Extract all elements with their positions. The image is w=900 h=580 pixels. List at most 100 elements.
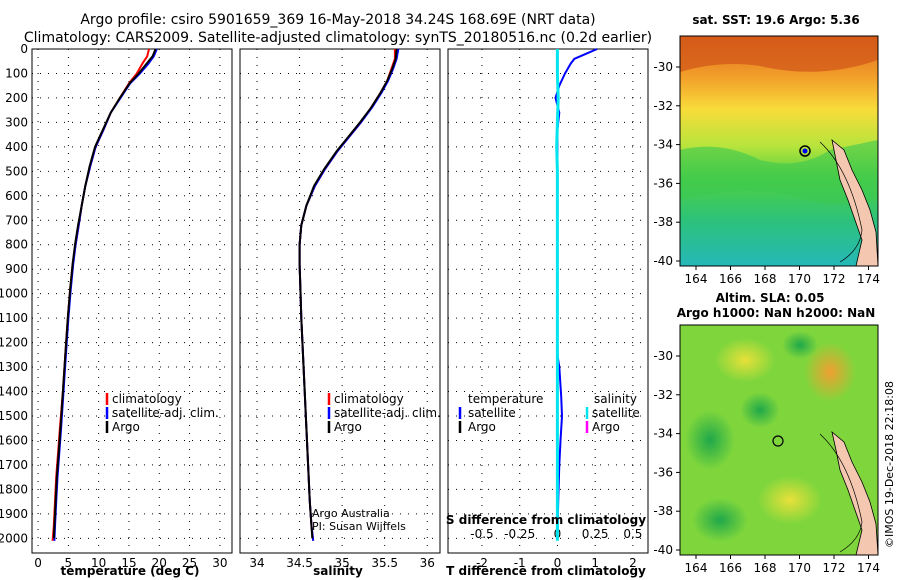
sla-isobath: [819, 433, 863, 553]
x-tick-label: 10: [91, 556, 106, 570]
lat-tick-label: -32: [653, 99, 673, 113]
lon-tick-label: 168: [754, 561, 777, 575]
x-tick-label: -1: [514, 556, 526, 570]
tick-layer: 0 5 10 15 20 25 300100200300400500600700800900…: [0, 42, 642, 570]
salinity-xlabel: salinity: [313, 564, 363, 578]
sla-low-1: [685, 410, 735, 470]
y-tick-label: 400: [5, 140, 28, 154]
x-tick-label: 20: [152, 556, 167, 570]
sla-map: [679, 324, 879, 556]
lat-tick-label: -40: [653, 254, 673, 268]
credit-line-2: PI: Susan Wijffels: [312, 520, 406, 533]
salinity-legend: climatology satellite-adj. clim. Argo: [327, 392, 441, 434]
lon-tick-label: 164: [685, 561, 708, 575]
x-tick-label: 34.5: [286, 556, 313, 570]
lon-tick-label: 172: [823, 272, 846, 286]
y-tick-label: 1300: [0, 360, 28, 374]
y-tick-label: 800: [5, 238, 28, 252]
x-tick-label: 0: [554, 556, 562, 570]
sst-warm-band: [680, 36, 878, 72]
credit-line-1: Argo Australia: [312, 507, 390, 520]
lat-tick-label: -30: [653, 349, 673, 363]
series-line-s-satellite: [555, 49, 560, 541]
temperature-legend: climatology satellite-adj. clim. Argo: [105, 392, 219, 434]
x-tick-label: 2: [629, 556, 637, 570]
y-tick-label: 600: [5, 189, 28, 203]
sst-argo-marker: [799, 145, 811, 157]
difference-top-label: S difference from climatology: [446, 513, 646, 527]
sla-argo-marker: [772, 435, 784, 447]
legend-s-argo: Argo: [592, 420, 620, 434]
y-tick-label: 200: [5, 91, 28, 105]
sla-map-title-1: Altim. SLA: 0.05: [716, 291, 825, 305]
x-tick-label: 25: [182, 556, 197, 570]
legend-t-satellite: satellite: [468, 406, 516, 420]
legend-argo: Argo: [334, 420, 362, 434]
series-line-argo: [52, 48, 157, 539]
y-tick-label: 1700: [0, 458, 28, 472]
difference-legend: temperature satellite Argo salinity sate…: [458, 392, 640, 434]
y-tick-label: 1100: [0, 311, 28, 325]
y-tick-label: 700: [5, 213, 28, 227]
lon-tick-label: 174: [857, 272, 880, 286]
legend-satellite: satellite-adj. clim.: [112, 406, 219, 420]
lat-tick-label: -32: [653, 388, 673, 402]
lon-tick-label: 166: [719, 272, 742, 286]
temperature-panel: [31, 48, 233, 554]
lon-tick-label: 166: [719, 561, 742, 575]
imprint: ©IMOS 19-Dec-2018 22:18:08: [883, 381, 896, 548]
lon-tick-label: 170: [788, 561, 811, 575]
x-tick-label: 0: [34, 556, 42, 570]
y-tick-label: 900: [5, 262, 28, 276]
temperature-xlabel: temperature (deg C): [61, 564, 200, 578]
legend-climatology: climatology: [112, 392, 182, 406]
lat-tick-label: -40: [653, 543, 673, 557]
legend-temperature-title: temperature: [468, 392, 543, 406]
lon-tick-label: 170: [788, 272, 811, 286]
sla-map-title-2: Argo h1000: NaN h2000: NaN: [677, 306, 876, 320]
title-line-2: Climatology: CARS2009. Satellite-adjuste…: [24, 30, 652, 46]
series-line-argo: [298, 48, 398, 539]
lat-tick-label: -34: [653, 427, 673, 441]
x-top-tick-label: -0.5: [470, 527, 493, 541]
legend-s-satellite: satellite: [592, 406, 640, 420]
salinity-panel: [239, 48, 441, 554]
x-top-tick-label: 0.25: [582, 527, 609, 541]
lat-tick-label: -38: [653, 504, 673, 518]
legend-argo: Argo: [112, 420, 140, 434]
y-tick-label: 1200: [0, 336, 28, 350]
sla-low-2: [740, 392, 780, 428]
x-tick-label: 15: [121, 556, 136, 570]
x-tick-label: 1: [591, 556, 599, 570]
y-tick-label: 1000: [0, 287, 28, 301]
y-tick-label: 100: [5, 66, 28, 80]
sla-high-2: [804, 342, 856, 402]
sla-high-1: [715, 338, 775, 382]
difference-xlabel: T difference from climatology: [446, 564, 646, 578]
y-tick-label: 0: [20, 42, 28, 56]
sla-map-ticks: 164 166 168 170 172 174 -30 -32 -34 -36 -38 -40: [653, 349, 880, 575]
y-tick-label: 1800: [0, 482, 28, 496]
x-top-tick-label: -0.25: [504, 527, 535, 541]
y-tick-label: 1600: [0, 433, 28, 447]
sla-high-3: [758, 476, 822, 524]
lon-tick-label: 164: [685, 272, 708, 286]
series-layer: [51, 48, 598, 541]
sla-low-4: [782, 331, 818, 359]
y-tick-label: 500: [5, 164, 28, 178]
y-tick-label: 1900: [0, 507, 28, 521]
sst-map-ticks: 164 166 168 170 172 174 -30 -32 -34 -36 -38 -40: [653, 60, 880, 286]
y-tick-label: 300: [5, 115, 28, 129]
x-tick-label: 36: [420, 556, 435, 570]
x-tick-label: 34: [249, 556, 264, 570]
lon-tick-label: 168: [754, 272, 777, 286]
y-tick-label: 1400: [0, 385, 28, 399]
sst-map-title: sat. SST: 19.6 Argo: 5.36: [692, 13, 859, 27]
sst-map: [679, 35, 879, 267]
lat-tick-label: -36: [653, 465, 673, 479]
lat-tick-label: -34: [653, 138, 673, 152]
sla-low-3: [692, 498, 748, 542]
y-tick-label: 2000: [0, 531, 28, 545]
sst-isobath: [819, 141, 863, 263]
